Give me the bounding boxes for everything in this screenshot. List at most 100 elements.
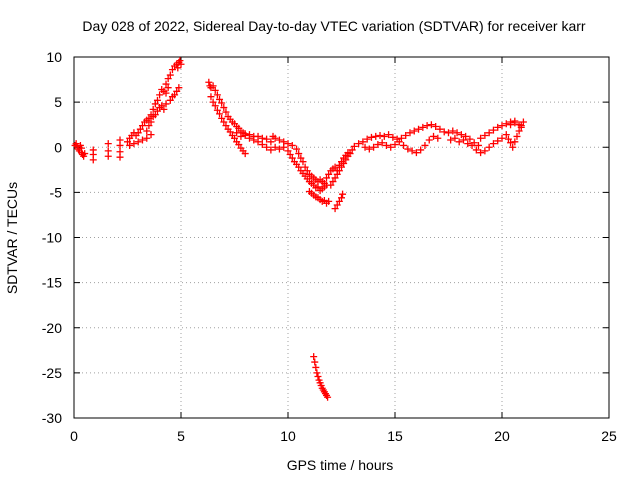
data-point <box>275 136 283 144</box>
data-point <box>363 135 371 143</box>
data-point <box>331 163 339 171</box>
data-point <box>504 135 512 143</box>
data-point <box>164 84 172 92</box>
data-point <box>136 125 144 133</box>
data-point <box>231 134 238 142</box>
y-tick-label: -5 <box>50 184 63 200</box>
data-point <box>162 80 170 88</box>
data-point <box>391 141 399 149</box>
data-point <box>515 127 523 135</box>
y-tick-label: -15 <box>42 275 62 291</box>
x-tick-label: 0 <box>70 428 78 444</box>
y-tick-label: 10 <box>46 49 62 65</box>
data-point <box>226 128 234 136</box>
data-point <box>171 91 179 99</box>
data-point <box>507 121 515 129</box>
data-point <box>176 57 184 65</box>
data-point <box>494 137 502 145</box>
data-point <box>421 141 429 149</box>
data-point <box>209 82 217 90</box>
series-main-trace <box>205 78 527 213</box>
data-point <box>372 132 380 140</box>
data-point <box>462 132 470 140</box>
data-point <box>436 125 444 133</box>
data-point <box>288 154 296 162</box>
data-point <box>410 127 418 135</box>
data-point <box>213 91 221 99</box>
data-point <box>174 64 182 72</box>
x-tick-label: 5 <box>177 428 185 444</box>
data-point <box>314 183 322 191</box>
data-point <box>284 147 292 155</box>
data-point <box>280 143 288 151</box>
data-point <box>143 134 151 142</box>
data-point <box>275 145 283 153</box>
data-point <box>498 122 506 130</box>
data-point <box>222 108 230 116</box>
data-point <box>222 122 230 130</box>
data-point <box>415 125 423 133</box>
data-point <box>218 114 226 122</box>
data-point <box>481 132 489 140</box>
data-point <box>380 132 388 140</box>
data-point <box>502 120 510 128</box>
grid <box>74 57 609 418</box>
data-point <box>477 134 485 142</box>
data-point <box>374 141 382 149</box>
data-point <box>474 141 482 149</box>
data-points <box>71 57 527 401</box>
data-point <box>147 118 155 126</box>
data-point <box>342 156 350 164</box>
data-point <box>419 123 427 131</box>
axis-ticks: 0 5 10 15 20 25 10 5 0 -5 -10 -15 -20 -25 -30 <box>42 49 617 444</box>
data-point <box>286 150 294 158</box>
data-point <box>138 122 146 130</box>
data-point <box>134 129 142 137</box>
data-point <box>124 138 131 146</box>
data-point <box>325 197 333 205</box>
data-point <box>432 122 440 130</box>
data-point <box>517 122 525 130</box>
data-point <box>427 121 435 129</box>
data-point <box>466 135 474 143</box>
data-point <box>389 133 397 141</box>
data-point <box>145 114 153 122</box>
data-point <box>513 132 521 140</box>
data-point <box>153 96 161 104</box>
data-point <box>145 122 153 130</box>
data-point <box>216 110 224 118</box>
data-point <box>299 158 307 166</box>
data-point <box>430 132 438 140</box>
data-point <box>143 127 151 135</box>
data-point <box>370 143 378 151</box>
data-point <box>472 146 480 154</box>
x-tick-label: 20 <box>494 428 510 444</box>
data-point <box>254 138 262 146</box>
y-tick-label: 0 <box>54 139 62 155</box>
x-tick-label: 10 <box>280 428 296 444</box>
data-point <box>149 105 157 113</box>
data-point <box>147 131 155 139</box>
data-point <box>258 134 266 142</box>
data-point <box>173 87 181 95</box>
data-point <box>162 89 170 97</box>
y-tick-label: 5 <box>54 94 62 110</box>
data-point <box>263 143 271 151</box>
data-point <box>489 126 497 134</box>
data-point <box>434 134 442 142</box>
data-point <box>406 129 414 137</box>
data-point <box>489 140 497 148</box>
data-point <box>303 167 311 175</box>
data-point <box>346 150 354 158</box>
data-point <box>177 60 185 68</box>
data-point <box>151 111 159 119</box>
data-point <box>207 93 215 101</box>
data-point <box>464 140 472 148</box>
data-point <box>116 153 124 161</box>
data-point <box>220 118 228 126</box>
data-point <box>175 84 183 92</box>
data-point <box>329 178 337 186</box>
data-point <box>485 129 493 137</box>
data-point <box>258 141 266 149</box>
data-point <box>335 167 343 175</box>
